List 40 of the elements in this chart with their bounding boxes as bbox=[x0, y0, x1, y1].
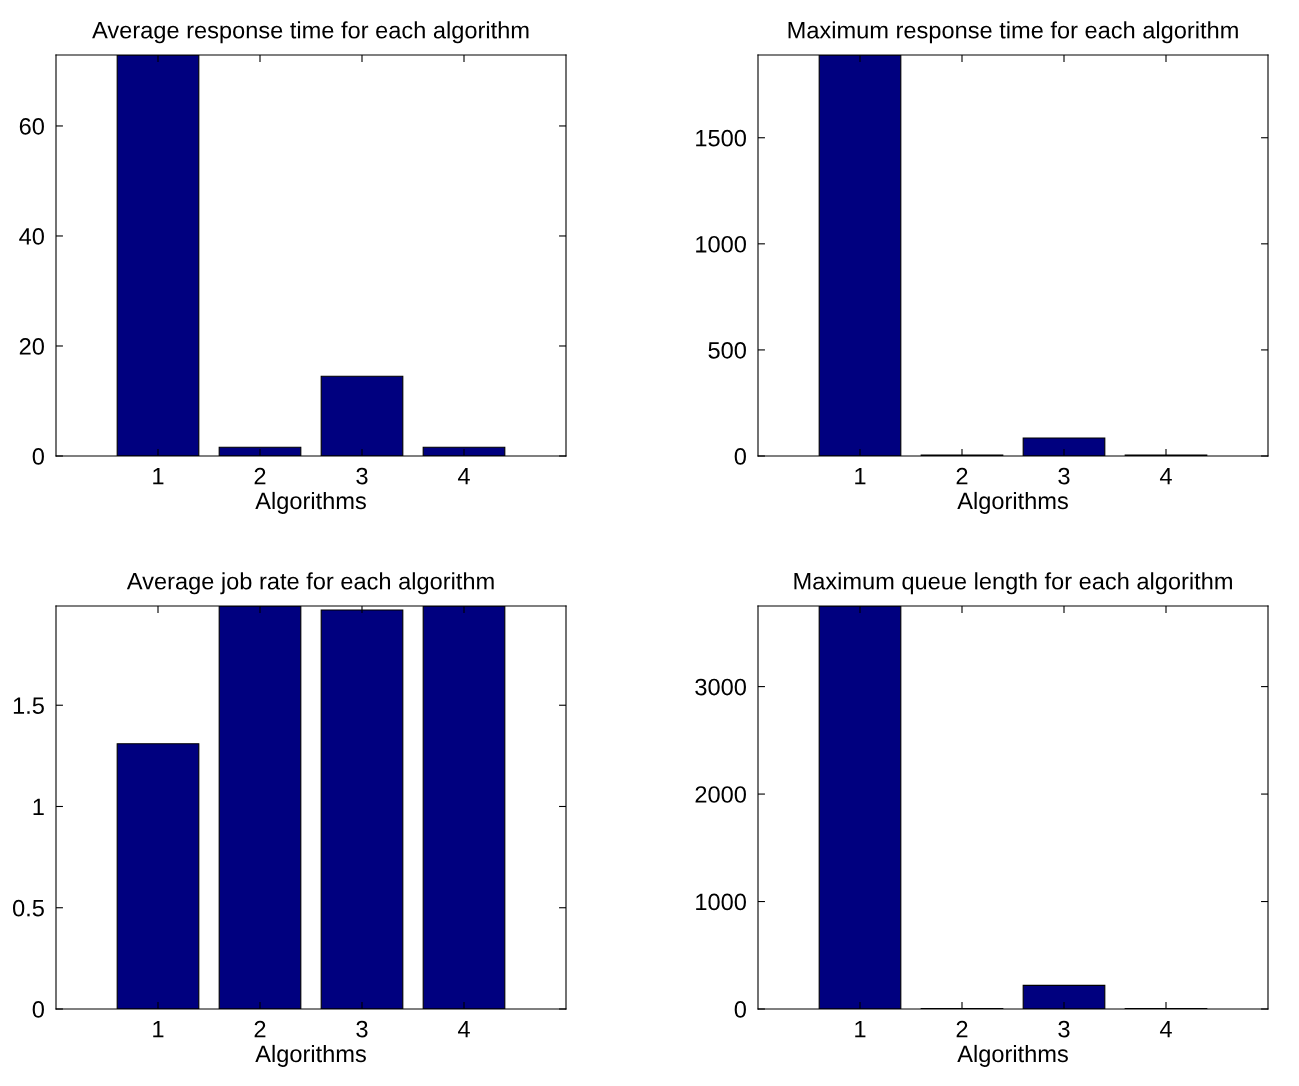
y-tick-label: 3000 bbox=[695, 678, 746, 696]
y-tick-label: 20 bbox=[19, 338, 44, 355]
y-tick-label: 1000 bbox=[696, 235, 746, 253]
x-axis-title: Algorithms bbox=[957, 491, 1068, 514]
x-axis-title: Algorithms bbox=[957, 1044, 1068, 1067]
y-tick-label: 0 bbox=[32, 448, 44, 465]
y-tick-label: 1.5 bbox=[13, 697, 44, 715]
x-tick-label: 3 bbox=[1058, 467, 1070, 485]
x-tick-label: 2 bbox=[956, 1020, 968, 1038]
x-tick-label: 1 bbox=[855, 1020, 866, 1038]
y-tick-label: 0.5 bbox=[12, 899, 44, 917]
x-tick-label: 4 bbox=[457, 467, 470, 485]
y-tick-label: 0 bbox=[734, 1001, 746, 1018]
x-tick-label: 2 bbox=[956, 467, 968, 485]
y-tick-label: 0 bbox=[734, 448, 746, 465]
x-tick-label: 3 bbox=[356, 467, 368, 485]
y-tick-label: 1500 bbox=[696, 129, 746, 147]
x-tick-label: 1 bbox=[855, 467, 866, 485]
y-tick-label: 0 bbox=[32, 1001, 44, 1018]
x-axis-title: Algorithms bbox=[255, 1044, 366, 1067]
x-tick-label: 4 bbox=[457, 1020, 470, 1038]
y-tick-label: 60 bbox=[19, 118, 44, 135]
x-tick-label: 4 bbox=[1159, 1020, 1172, 1038]
x-tick-label: 3 bbox=[356, 1020, 368, 1038]
x-tick-label: 3 bbox=[1058, 1020, 1070, 1038]
x-tick-label: 4 bbox=[1159, 467, 1172, 485]
x-axis-title: Algorithms bbox=[255, 491, 366, 514]
x-tick-label: 1 bbox=[153, 467, 164, 485]
y-tick-label: 2000 bbox=[695, 786, 746, 803]
chart-title: Maximum response time for each algorithm bbox=[788, 21, 1238, 44]
y-tick-label: 1 bbox=[33, 798, 44, 816]
chart-title: Average response time for each algorithm bbox=[92, 21, 529, 44]
y-tick-label: 500 bbox=[708, 341, 746, 359]
y-tick-label: 1000 bbox=[696, 893, 746, 911]
chart-title: Maximum queue length for each algorithm bbox=[794, 572, 1232, 595]
x-tick-label: 2 bbox=[254, 467, 266, 485]
chart-title: Average job rate for each algorithm bbox=[126, 572, 494, 595]
x-tick-label: 1 bbox=[153, 1020, 164, 1038]
x-tick-label: 2 bbox=[254, 1020, 266, 1038]
y-tick-label: 40 bbox=[19, 228, 44, 245]
